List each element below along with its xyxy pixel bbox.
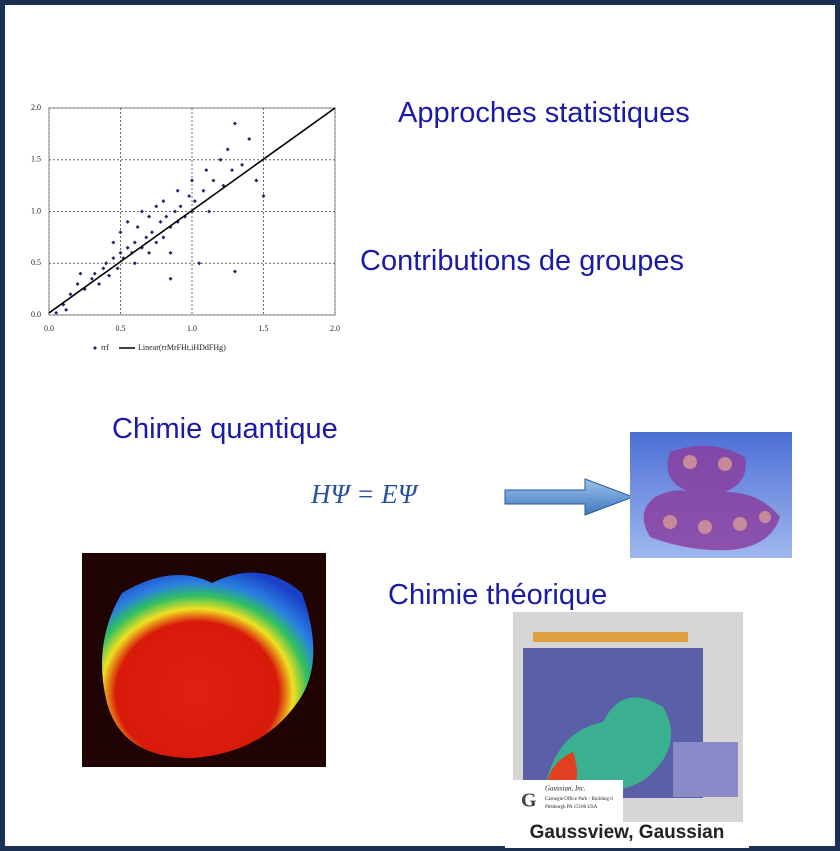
x-tick-label: 1.0 [187,324,197,333]
slide: Approches statistiques Contributions de … [0,0,840,851]
point [101,266,105,270]
gaussview-image: G Gaussian, Inc. Carnegie Office Park - … [513,612,743,822]
x-tick-label: 2.0 [330,324,340,333]
point [240,163,244,167]
point [211,178,215,182]
label: Contributions de groupes [360,245,684,278]
point [161,199,165,203]
point [93,272,97,276]
arrow [445,475,645,525]
molecule-image [630,432,792,558]
point [126,246,130,250]
label: Chimie théorique [388,579,607,612]
point [187,194,191,198]
caption: Gaussview, Gaussian [505,822,749,848]
point [164,215,168,219]
point [133,241,137,245]
point [207,210,211,214]
x-tick-label: 0.5 [116,324,126,333]
logo-text: Gaussian, Inc. [545,785,586,793]
legend-label: rrf [101,343,109,352]
point [159,220,163,224]
point [230,168,234,172]
point [107,274,111,278]
point [154,204,158,208]
point [179,204,183,208]
point [133,261,137,265]
point [140,210,144,214]
legend-marker [93,346,97,350]
point [226,147,230,151]
label: Chimie quantique [112,413,338,446]
point [176,189,180,193]
fit-line [49,108,335,313]
point [233,270,237,274]
point [173,210,177,214]
svg-text:G: G [521,790,537,812]
point [116,266,120,270]
point [161,235,165,239]
y-tick-label: 0.0 [31,310,41,319]
point [126,220,130,224]
point [254,178,258,182]
point [64,308,68,312]
point [111,241,115,245]
point [150,230,154,234]
x-tick-label: 1.5 [259,324,269,333]
point [147,251,151,255]
point [54,311,58,315]
point [247,137,251,141]
point [190,178,194,182]
scatter-chart: 0.0 0.5 1.0 1.5 2.0 0.0 0.5 1.0 1.5 2.0 rrf Linear(… [5,95,345,360]
surface-image [82,553,326,767]
point [219,158,223,162]
logo-text: Pittsburgh PA 15106 USA [545,805,598,810]
point [119,230,123,234]
equation: HΨ = EΨ [311,479,417,510]
point [197,261,201,265]
point [154,241,158,245]
point [169,277,173,281]
point [169,251,173,255]
point [201,189,205,193]
point [144,235,148,239]
legend-label: Linear(rrMrFHt,iHDdFHg) [138,343,226,352]
x-tick-label: 0.0 [44,324,54,333]
point [111,256,115,260]
point [119,251,123,255]
y-tick-label: 2.0 [31,103,41,112]
point [76,282,80,286]
point [78,272,82,276]
point [204,168,208,172]
y-tick-label: 0.5 [31,258,41,267]
point [233,122,237,126]
point [193,199,197,203]
point [90,277,94,281]
point [97,282,101,286]
point [136,225,140,229]
y-tick-label: 1.0 [31,206,41,215]
point [104,261,108,265]
logo-text: Carnegie Office Park - Building 6 [545,797,613,802]
point [262,194,266,198]
y-tick-label: 1.5 [31,155,41,164]
point [147,215,151,219]
label: Approches statistiques [398,97,690,130]
